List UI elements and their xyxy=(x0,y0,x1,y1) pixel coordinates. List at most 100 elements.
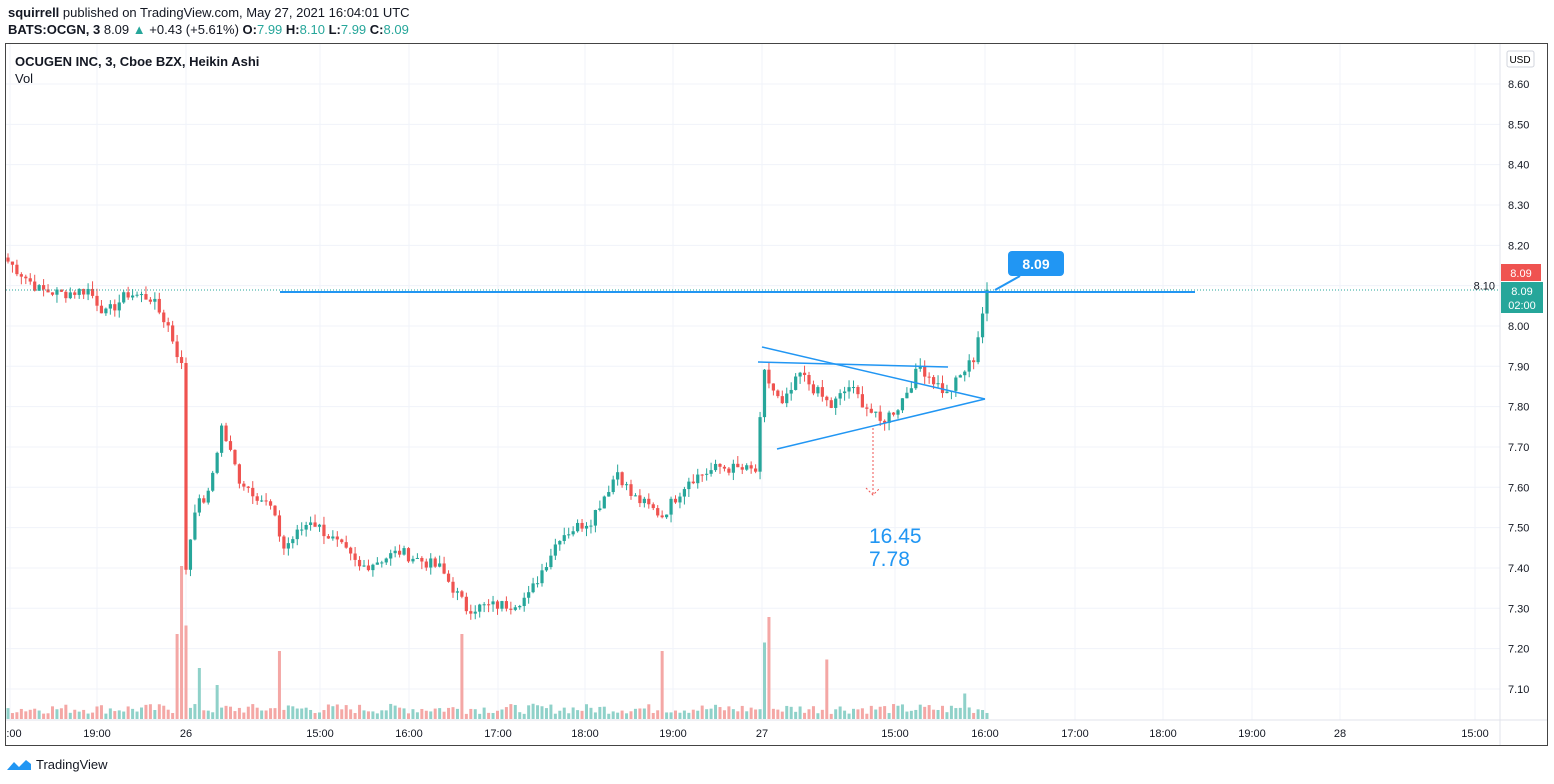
volume-bar xyxy=(763,642,766,719)
volume-bar xyxy=(580,710,584,719)
candle-body xyxy=(264,500,268,502)
y-tick-label: 7.80 xyxy=(1508,402,1529,414)
volume-bar xyxy=(727,706,731,719)
candle-body xyxy=(344,542,348,548)
volume-bar xyxy=(941,705,944,719)
x-tick-label: 19:00 xyxy=(659,728,687,740)
candle-body xyxy=(117,302,121,311)
volume-bar xyxy=(375,713,379,719)
volume-bar xyxy=(424,710,428,719)
volume-bar xyxy=(295,708,299,719)
candle-body xyxy=(175,341,179,358)
volume-bar xyxy=(611,711,615,719)
author[interactable]: squirrell xyxy=(8,5,60,20)
volume-bar xyxy=(318,712,321,719)
candle-body xyxy=(322,524,326,537)
y-tick-label: 8.50 xyxy=(1508,119,1529,131)
candle-body xyxy=(393,550,397,554)
candle-body xyxy=(384,558,388,563)
volume-bar xyxy=(366,711,370,719)
last-price: 8.09 xyxy=(103,22,130,37)
volume-bar xyxy=(487,712,491,719)
candle-body xyxy=(624,484,629,486)
volume-bar xyxy=(273,708,277,719)
candle-body xyxy=(300,529,304,531)
volume-bar xyxy=(847,713,851,719)
candle-body xyxy=(242,483,246,487)
candle-body xyxy=(500,601,504,609)
volume-bar xyxy=(344,705,348,719)
volume-bar xyxy=(504,707,508,719)
volume-bar xyxy=(780,711,784,719)
volume-bar xyxy=(442,711,446,719)
candle-body xyxy=(211,472,215,491)
x-tick-label: 18:00 xyxy=(1149,728,1177,740)
volume-bar xyxy=(544,708,548,719)
candle-body xyxy=(718,463,722,467)
volume-bar xyxy=(522,713,526,719)
candle-body xyxy=(673,498,678,503)
candle-body xyxy=(932,377,936,385)
volume-bar xyxy=(237,707,241,719)
c-label: C: xyxy=(369,22,384,37)
volume-bar xyxy=(10,713,14,719)
volume-bar xyxy=(433,708,437,719)
volume-bar xyxy=(282,709,286,719)
x-tick-label: 15:00 xyxy=(306,728,334,740)
candle-body xyxy=(722,466,727,469)
candle-body xyxy=(495,601,500,609)
volume-bar xyxy=(451,707,455,719)
volume-bar xyxy=(500,709,504,719)
candle-body xyxy=(224,425,228,442)
candle-body xyxy=(148,299,152,302)
candle-body xyxy=(108,304,112,309)
candle-body xyxy=(433,558,437,567)
volume-bar xyxy=(607,713,611,719)
candle-body xyxy=(958,375,962,378)
volume-bar xyxy=(188,707,192,719)
volume-bar xyxy=(220,707,224,719)
brand-name: TradingView xyxy=(36,757,108,772)
h-label: H: xyxy=(285,22,300,37)
candle-body xyxy=(860,394,864,408)
volume-bar xyxy=(28,709,32,719)
candle-body xyxy=(375,562,379,565)
open-value: 7.99 xyxy=(256,22,283,37)
volume-bar xyxy=(322,710,326,719)
candle-body xyxy=(139,294,144,296)
candle-body xyxy=(82,288,86,295)
candle-body xyxy=(794,376,798,390)
y-tick-label: 7.90 xyxy=(1508,361,1529,373)
candle-body xyxy=(340,539,344,543)
annotation-text-2: 7.78 xyxy=(869,548,910,571)
currency-badge xyxy=(1506,50,1535,68)
candle-body xyxy=(727,468,731,473)
candle-body xyxy=(113,304,117,311)
volume-bar xyxy=(625,713,629,719)
volume-bar xyxy=(358,704,362,719)
volume-bar xyxy=(954,708,958,719)
candle-body xyxy=(923,366,927,377)
candle-body xyxy=(535,583,540,585)
volume-bar xyxy=(758,709,762,719)
chart-legend: OCUGEN INC, 3, Cboe BZX, Heikin Ashi Vol xyxy=(15,53,259,87)
candle-body xyxy=(584,525,589,529)
volume-bar xyxy=(709,708,713,719)
volume-bar xyxy=(402,708,406,719)
volume-bar xyxy=(549,704,553,719)
candle-body xyxy=(33,281,37,291)
volume-bar xyxy=(37,710,41,719)
volume-bar xyxy=(825,659,829,719)
volume-bar xyxy=(233,711,237,719)
volume-bar xyxy=(411,709,415,719)
volume-bar xyxy=(202,710,206,719)
candle-body xyxy=(762,369,767,418)
candle-body xyxy=(856,387,860,395)
candle-body xyxy=(402,548,406,555)
volume-bar xyxy=(834,709,838,719)
x-tick-label: 15:00 xyxy=(1461,728,1489,740)
close-value: 8.09 xyxy=(383,22,409,37)
candle-body xyxy=(446,573,451,582)
candle-body xyxy=(104,308,108,314)
